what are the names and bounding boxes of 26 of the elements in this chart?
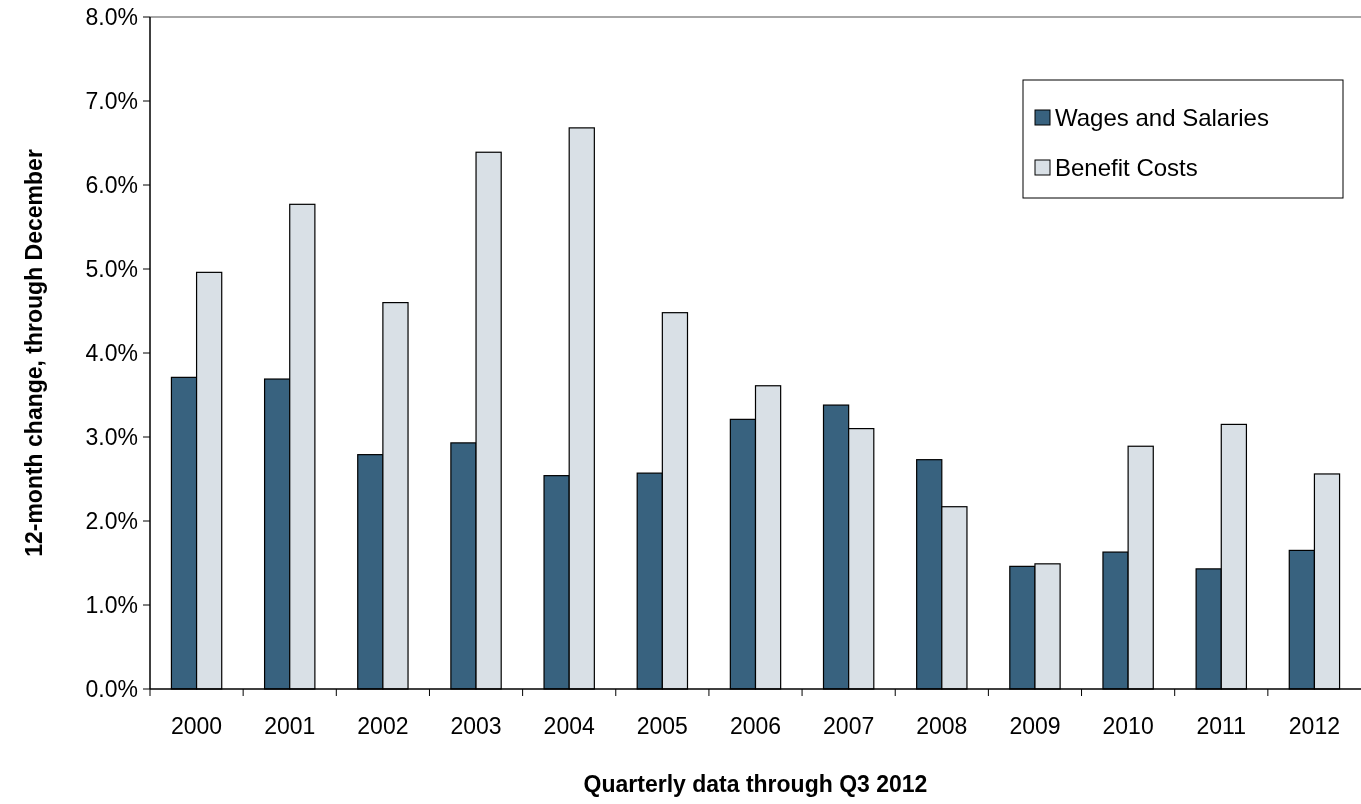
y-tick-label: 2.0% (85, 508, 138, 534)
x-tick-label: 2012 (1288, 713, 1341, 739)
y-tick-label: 8.0% (85, 4, 138, 30)
x-tick-label: 2006 (729, 713, 782, 739)
y-tick-label: 5.0% (85, 256, 138, 282)
x-tick-label: 2000 (170, 713, 223, 739)
x-tick-label: 2003 (450, 713, 502, 739)
x-tick-label: 2010 (1102, 713, 1154, 739)
x-tick-label: 2008 (916, 713, 968, 739)
y-tick-label: 6.0% (85, 172, 138, 198)
y-tick-label: 0.0% (85, 676, 138, 702)
y-tick-label: 4.0% (85, 340, 138, 366)
y-tick-label: 7.0% (85, 88, 138, 114)
x-tick-label: 2011 (1196, 713, 1246, 739)
x-tick-label: 2001 (264, 713, 316, 739)
x-tick-label: 2002 (357, 713, 409, 739)
y-tick-label: 1.0% (85, 592, 138, 618)
x-tick-label: 2005 (636, 713, 688, 739)
x-tick-label: 2007 (823, 713, 875, 739)
legend-label: Benefit Costs (1055, 154, 1198, 181)
y-tick-label: 3.0% (85, 424, 138, 450)
y-axis-title: 12-month change, through December (21, 149, 47, 557)
x-tick-label: 2009 (1009, 713, 1061, 739)
legend-label: Wages and Salaries (1055, 104, 1269, 131)
x-axis-title: Quarterly data through Q3 2012 (583, 771, 928, 797)
x-tick-label: 2004 (543, 713, 595, 739)
